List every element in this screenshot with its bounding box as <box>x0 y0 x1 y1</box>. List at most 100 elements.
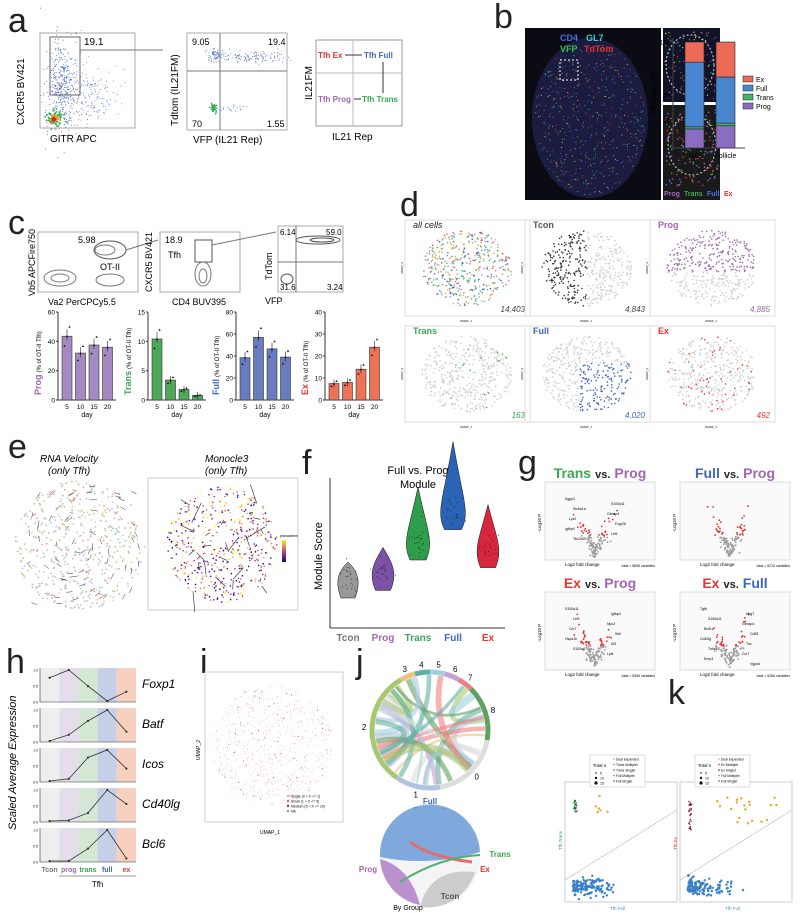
cell-dot <box>608 174 610 176</box>
cell-dot <box>735 351 737 354</box>
cell-dot <box>630 81 632 83</box>
cell-dot <box>64 561 67 563</box>
cell-dot <box>506 385 509 388</box>
cell-dot <box>544 73 546 75</box>
cell-dot <box>576 116 578 118</box>
cell-dot <box>677 118 680 121</box>
y-label-key: Full <box>211 379 221 395</box>
cell-dot <box>123 544 126 547</box>
cell-dot <box>675 42 677 44</box>
cell-dot <box>712 235 715 237</box>
cell-dot <box>710 357 713 360</box>
plot-frame <box>524 219 651 317</box>
cell-dot <box>582 343 584 345</box>
cell-dot <box>563 139 565 140</box>
cell-dot <box>86 61 88 63</box>
cell-dot <box>698 354 701 356</box>
cell-dot <box>57 96 59 98</box>
cell-dot <box>471 289 474 292</box>
cell-dot <box>80 102 82 104</box>
cell-dot <box>678 351 681 354</box>
cell-dot <box>278 59 280 61</box>
cell-dot <box>245 58 246 60</box>
cell-dot <box>730 289 732 292</box>
cell-dot <box>58 76 60 78</box>
cell-dot <box>584 295 587 298</box>
cell-dot <box>707 341 709 344</box>
cell-dot <box>90 114 92 116</box>
cell-dot <box>236 107 238 109</box>
cell-dot <box>745 244 747 247</box>
cell-dot <box>214 57 216 59</box>
cell-dot <box>566 253 568 255</box>
cell-dot <box>461 395 464 397</box>
cell-dot <box>459 230 462 232</box>
cell-dot <box>555 267 558 270</box>
cell-dot <box>553 397 556 400</box>
cell-dot <box>66 31 68 33</box>
cell-dot <box>216 52 218 54</box>
cell-dot <box>617 284 619 287</box>
cell-dot <box>718 255 721 257</box>
cell-dot <box>746 266 749 268</box>
cell-dot <box>137 573 139 575</box>
cell-dot <box>61 522 64 525</box>
cell-dot <box>67 528 70 531</box>
cell-dot <box>211 106 213 108</box>
cell-dot <box>549 256 552 259</box>
cell-dot <box>461 261 464 264</box>
cell-dot <box>686 289 689 291</box>
cell-dot <box>563 395 565 397</box>
cell-dot <box>704 290 707 293</box>
cell-dot <box>736 359 739 362</box>
cell-dot <box>465 409 468 412</box>
cell-dot <box>561 180 563 182</box>
cell-dot <box>600 385 603 388</box>
cell-dot <box>621 281 624 284</box>
cell-dot <box>608 247 611 250</box>
cell-dot <box>208 56 210 58</box>
cell-dot <box>49 118 52 121</box>
cell-dot <box>41 543 43 546</box>
cell-dot <box>496 398 499 401</box>
cell-dot <box>543 122 545 124</box>
cell-dot <box>471 238 474 241</box>
cell-dot <box>606 350 608 352</box>
cell-dot <box>674 124 677 127</box>
cell-dot <box>460 342 462 345</box>
cell-dot <box>543 110 545 111</box>
cell-dot <box>682 150 684 153</box>
cell-dot <box>565 347 567 349</box>
cell-dot <box>568 252 571 255</box>
cell-dot <box>582 364 585 367</box>
cell-dot <box>78 535 81 538</box>
cell-dot <box>431 385 434 388</box>
cell-dot <box>52 70 54 72</box>
cell-dot <box>582 371 585 374</box>
cell-dot <box>558 68 560 69</box>
cell-dot <box>617 371 619 374</box>
cell-dot <box>727 252 729 255</box>
cell-dot <box>572 137 574 139</box>
cell-dot <box>453 233 456 235</box>
cell-dot <box>630 91 632 93</box>
cell-dot <box>726 399 728 401</box>
cell-dot <box>485 339 487 342</box>
cell-dot <box>52 116 56 119</box>
y-axis-label: UMAP_2 <box>400 368 404 380</box>
cell-dot <box>685 113 688 116</box>
cell-dot <box>723 365 725 368</box>
cell-dot <box>101 492 104 495</box>
cell-dot <box>454 402 456 405</box>
cell-dot <box>216 57 218 59</box>
cell-dot <box>473 275 475 277</box>
cell-dot <box>716 144 719 146</box>
cell-dot <box>231 57 233 59</box>
cell-dot <box>38 536 40 539</box>
cell-dot <box>579 159 581 161</box>
cell-dot <box>448 388 451 391</box>
cell-dot <box>600 294 603 297</box>
cell-dot <box>681 352 683 355</box>
cell-dot <box>65 549 68 551</box>
cell-dot <box>43 555 46 558</box>
